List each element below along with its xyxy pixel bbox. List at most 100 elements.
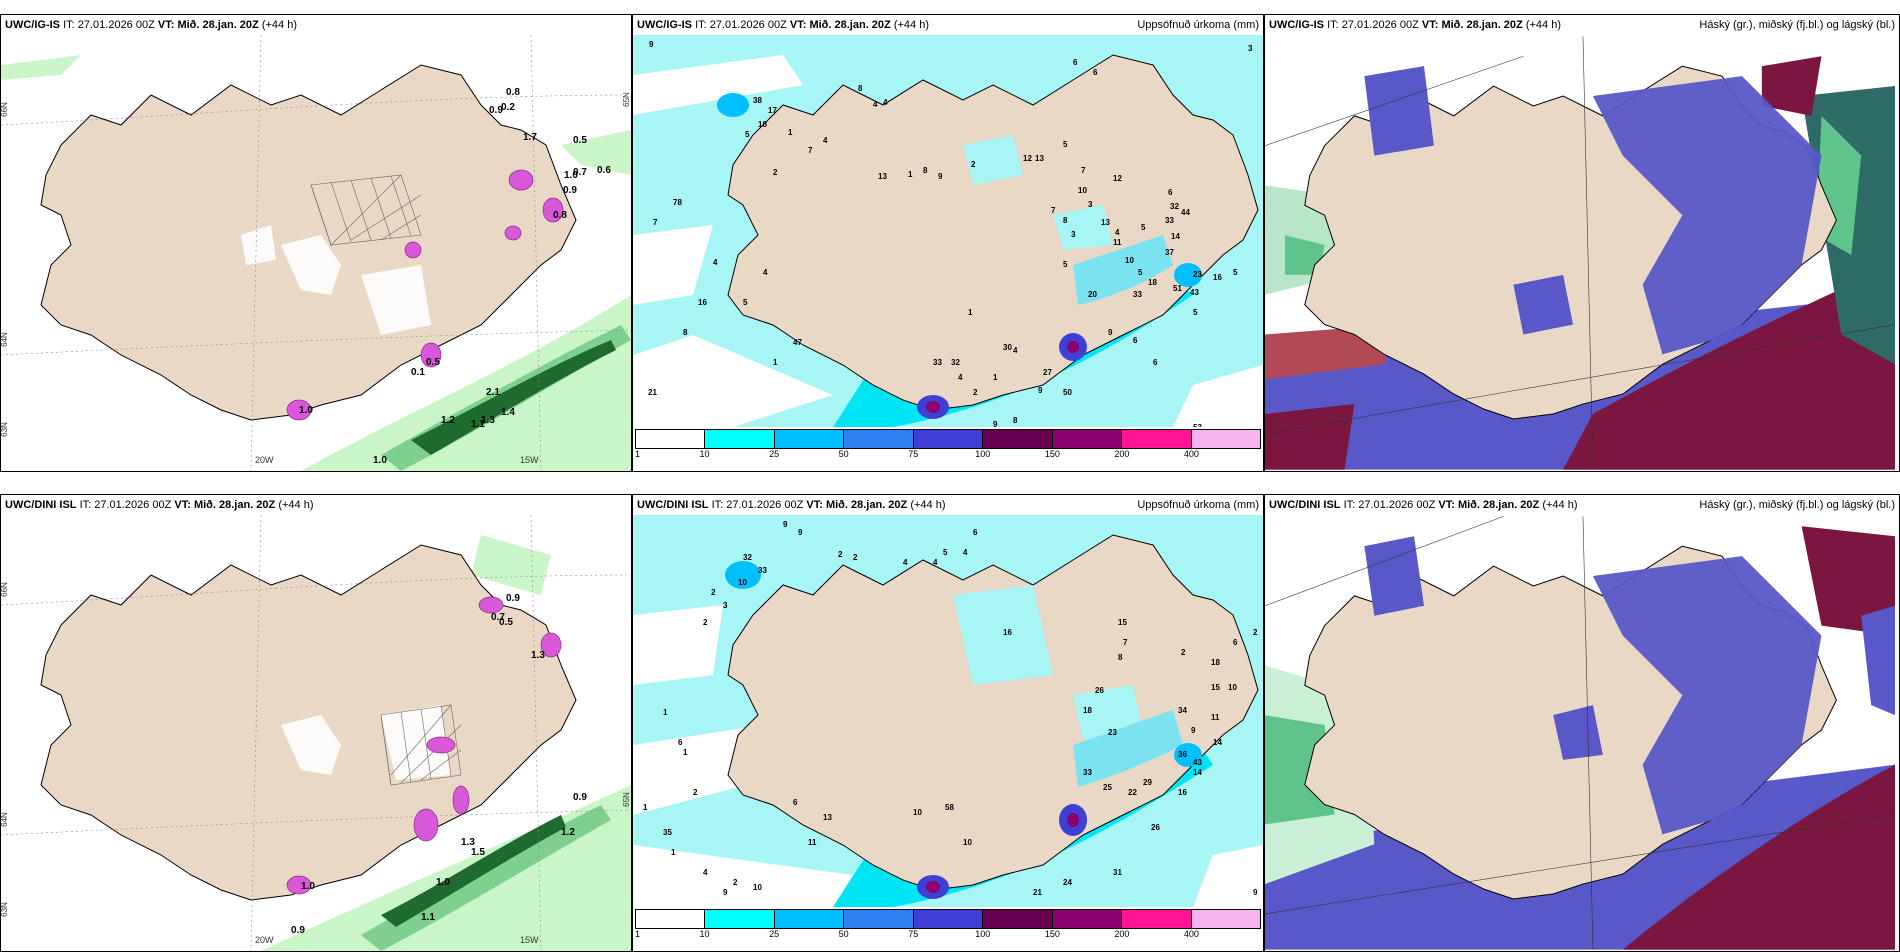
it-value: 27.01.2026 00Z <box>77 19 155 31</box>
map-value-label: 5 <box>1193 308 1198 317</box>
map-value-label: 5 <box>1141 223 1146 232</box>
vt-label: VT: <box>174 499 191 511</box>
map-value-label: 7 <box>808 146 813 155</box>
map-value-label: 1 <box>773 358 778 367</box>
panel-b-wind: UWC/DINI ISL IT: 27.01.2026 00Z VT: Mið.… <box>0 494 632 952</box>
map-value-label: 13 <box>1101 218 1110 227</box>
vt-value: Mið. 28.jan. 20Z <box>1457 499 1540 511</box>
map-value-label: 13 <box>823 813 832 822</box>
lat-label-64n: 64N <box>0 332 9 347</box>
map-value-label: 5 <box>1063 140 1068 149</box>
lon-label-20w: 20W <box>255 935 274 945</box>
it-value: 27.01.2026 00Z <box>94 499 172 511</box>
map-value-label: 2.1 <box>486 387 500 398</box>
panel-a-wind: UWC/IG-IS IT: 27.01.2026 00Z VT: Mið. 28… <box>0 14 632 472</box>
map-value-label: 8 <box>923 166 928 175</box>
map-value-label: 1.0 <box>436 877 450 888</box>
map-value-label: 1.1 <box>471 419 485 430</box>
map-value-label: 0.6 <box>597 165 611 176</box>
it-label: IT: <box>1343 499 1356 511</box>
map-value-label: 33 <box>933 358 942 367</box>
map-value-label: 22 <box>1128 788 1137 797</box>
map-value-label: 1.7 <box>523 132 537 143</box>
map-value-label: 58 <box>945 803 954 812</box>
map-value-label: 4 <box>713 258 718 267</box>
lon-label-15w: 15W <box>520 455 539 465</box>
map-value-label: 6 <box>1168 188 1173 197</box>
it-value: 27.01.2026 00Z <box>1341 19 1419 31</box>
map-value-label: 6 <box>1233 638 1238 647</box>
map-value-label: 7 <box>653 218 658 227</box>
map-value-label: 1.3 <box>531 650 545 661</box>
map-value-label: 11 <box>1113 238 1122 247</box>
lead-time: (+44 h) <box>1525 19 1561 31</box>
map-value-label: 10 <box>963 838 972 847</box>
map-value-label: 21 <box>1033 888 1042 897</box>
it-value: 27.01.2026 00Z <box>726 499 804 511</box>
map-value-label: 51 <box>1173 284 1182 293</box>
map-value-label: 6 <box>678 738 683 747</box>
map-value-label: 4 <box>1013 346 1018 355</box>
map-value-label: 0.9 <box>291 925 305 936</box>
panel-header: UWC/DINI ISL IT: 27.01.2026 00Z VT: Mið.… <box>1265 495 1899 515</box>
map-value-label: 23 <box>1193 270 1202 279</box>
panel-b-precip: UWC/DINI ISL IT: 27.01.2026 00Z VT: Mið.… <box>632 494 1264 952</box>
map-value-label: 6 <box>793 798 798 807</box>
map-value-label: 9 <box>649 40 654 49</box>
map-value-label: 10 <box>1078 186 1087 195</box>
map-value-label: 2 <box>1181 648 1186 657</box>
colorbar-swatch <box>1052 910 1123 928</box>
map-value-label: 13 <box>878 172 887 181</box>
map-value-label: 50 <box>1063 388 1072 397</box>
colorbar-tick-label: 10 <box>699 929 710 939</box>
map-value-label: 6 <box>1073 58 1078 67</box>
map-value-label: 0.5 <box>573 135 587 146</box>
map-value-label: 1 <box>908 170 913 179</box>
map-value-label: 9 <box>1108 328 1113 337</box>
lead-time: (+44 h) <box>893 19 929 31</box>
map-value-label: 31 <box>1113 868 1122 877</box>
cloud-map-a <box>1265 36 1895 470</box>
map-value-label: 6 <box>1133 336 1138 345</box>
map-value-label: 1.1 <box>421 912 435 923</box>
map-value-label: 1 <box>683 748 688 757</box>
colorbar-swatch <box>913 430 984 448</box>
colorbar-swatch <box>983 430 1053 448</box>
colorbar-tick-label: 400 <box>1183 449 1199 459</box>
vt-value: Mið. 28.jan. 20Z <box>809 19 891 31</box>
map-value-label: 1.0 <box>564 170 578 181</box>
colorbar-swatch <box>1052 430 1123 448</box>
map-value-label: 4 <box>903 558 908 567</box>
map-value-label: 15 <box>1211 683 1220 692</box>
map-value-label: 34 <box>1178 706 1187 715</box>
colorbar-tick-label: 200 <box>1114 929 1130 939</box>
map-value-label: 15 <box>1118 618 1127 627</box>
wind-map-b: 0.90.70.51.30.91.21.51.01.10.91.31.0 <box>1 515 631 951</box>
map-value-label: 0.5 <box>426 357 440 368</box>
map-value-label: 1.0 <box>373 455 387 466</box>
panel-header: UWC/IG-IS IT: 27.01.2026 00Z VT: Mið. 28… <box>1265 15 1899 35</box>
colorbar-swatch <box>774 430 845 448</box>
it-label: IT: <box>63 19 75 31</box>
map-value-label: 24 <box>1063 878 1072 887</box>
map-value-label: 35 <box>663 828 672 837</box>
colorbar-swatch <box>1122 430 1192 448</box>
map-value-label: 4 <box>883 98 888 107</box>
map-value-label: 53 <box>1193 423 1202 427</box>
map-value-label: 4 <box>823 136 828 145</box>
map-value-label: 20 <box>1088 290 1097 299</box>
map-value-label: 3 <box>1088 200 1093 209</box>
map-value-label: 0.2 <box>501 102 515 113</box>
colorbar-tick-label: 1 <box>635 449 641 459</box>
precip-title: Uppsöfnuð úrkoma (mm) <box>1137 499 1259 511</box>
map-value-label: 3 <box>1248 44 1253 53</box>
map-value-label: 3 <box>723 601 728 610</box>
it-label: IT: <box>1327 19 1339 31</box>
map-value-label: 32 <box>743 553 752 562</box>
colorbar-tick-label: 75 <box>908 929 919 939</box>
map-value-label: 47 <box>793 338 802 347</box>
it-label: IT: <box>79 499 92 511</box>
vt-label: VT: <box>789 19 807 31</box>
vt-label: VT: <box>806 499 823 511</box>
